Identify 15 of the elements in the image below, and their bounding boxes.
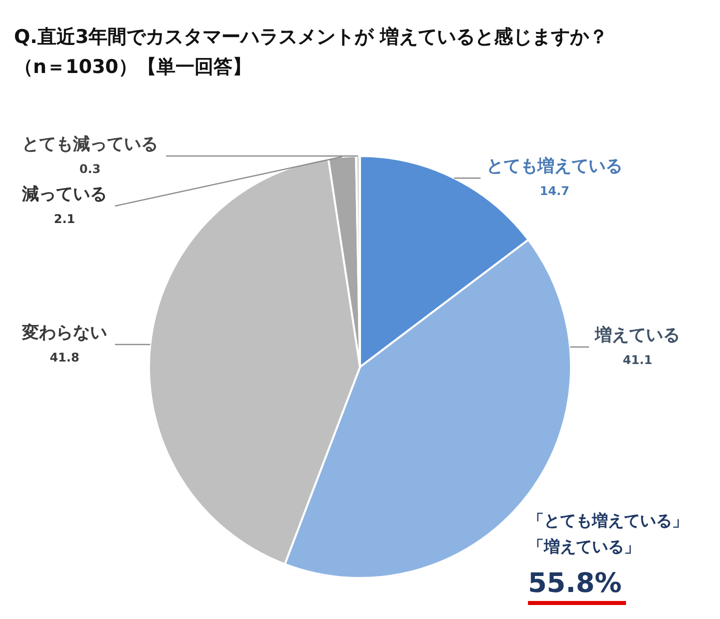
data-label: 41.8: [50, 350, 80, 365]
chart-title: Q.直近3年間でカスタマーハラスメントが 増えていると感じますか？: [14, 25, 608, 50]
data-label: 0.3: [79, 162, 101, 176]
data-label: 14.7: [540, 184, 570, 198]
text: 「とても増えている」: [528, 510, 688, 532]
data-label: 41.1: [622, 353, 652, 368]
text: 55.8%: [528, 568, 623, 599]
slice-label: とても減っている: [22, 134, 158, 154]
chart-subtitle: （n＝1030）【単一回答】: [14, 55, 252, 80]
slice-label: とても増えている: [486, 156, 623, 177]
slice-label: 増えている: [594, 324, 680, 346]
slice-label: 減っている: [21, 184, 107, 204]
text: 「増えている」: [528, 536, 641, 558]
data-label: 2.1: [54, 212, 76, 226]
slice-label: 変わらない: [21, 322, 107, 343]
